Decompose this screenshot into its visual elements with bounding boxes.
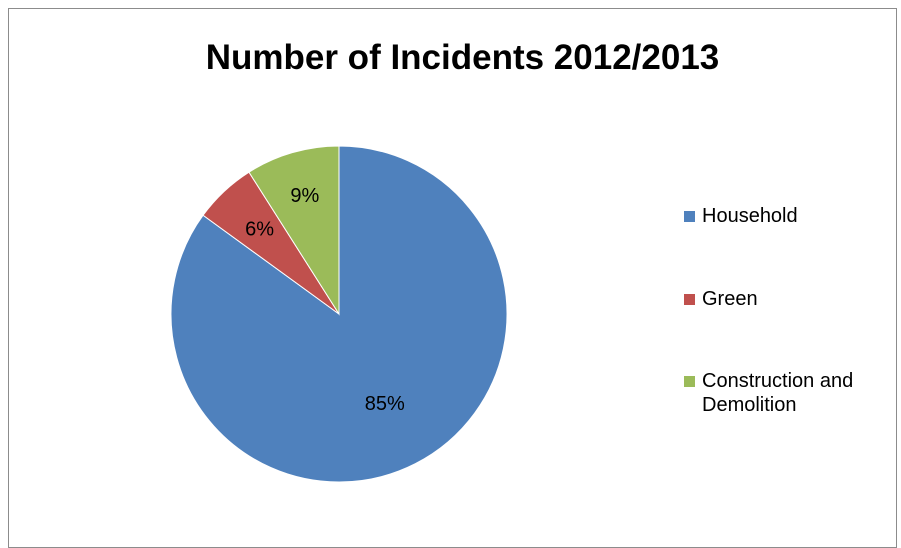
label-green: 6% [245, 219, 274, 241]
pie-data-labels: 85% 6% 9% [245, 185, 405, 415]
legend-swatch-household [684, 211, 695, 222]
label-construction: 9% [290, 185, 319, 207]
legend-item-green: Green [684, 287, 892, 311]
pie-slices [170, 145, 508, 483]
slice-construction [248, 145, 340, 316]
pie-chart: 85% 6% 9% [170, 145, 508, 483]
slice-household [170, 145, 508, 483]
chart-title: Number of Incidents 2012/2013 [205, 38, 720, 77]
legend-swatch-green [684, 294, 695, 305]
legend-item-household: Household [684, 204, 892, 228]
legend-label-household: Household [702, 205, 798, 227]
label-household: 85% [365, 393, 405, 415]
legend-label-green: Green [702, 288, 758, 310]
legend-label-construction: Construction and Demolition [702, 370, 854, 416]
legend-item-construction: Construction and Demolition [684, 369, 892, 417]
legend-swatch-construction [684, 376, 695, 387]
